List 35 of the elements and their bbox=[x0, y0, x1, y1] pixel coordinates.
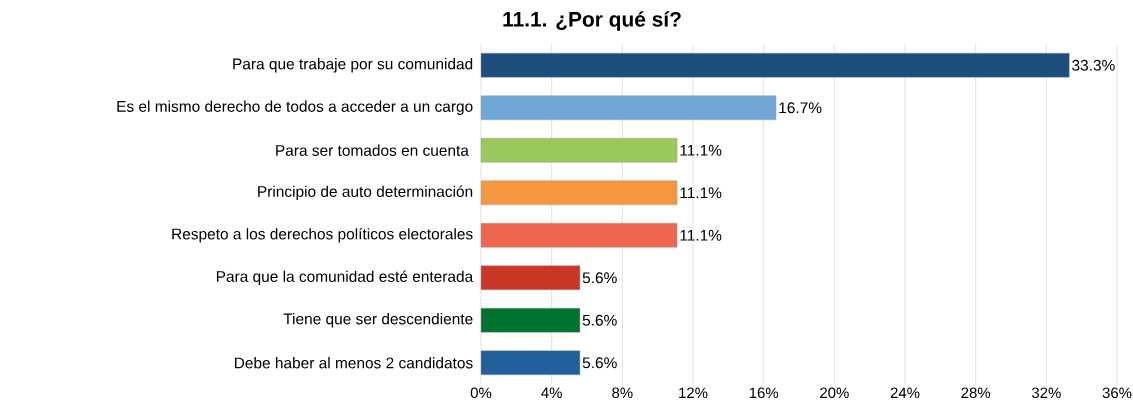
x-tick-label: 32% bbox=[1031, 387, 1061, 399]
y-tick-label: Respeto a los derechos políticos electorales bbox=[172, 227, 473, 243]
data-label: 11.1% bbox=[680, 229, 722, 241]
bar bbox=[480, 52, 1070, 78]
x-tick-label: 24% bbox=[890, 387, 920, 399]
y-tick-label: Para que trabaje por su comunidad bbox=[233, 58, 473, 73]
y-tick-label: Para ser tomados en cuenta bbox=[276, 144, 469, 156]
data-label: 5.6% bbox=[582, 357, 617, 369]
y-tick-label: Principio de auto determinación bbox=[258, 185, 473, 201]
data-label: 5.6% bbox=[582, 314, 617, 326]
chart-title: 11.1. ¿Por qué sí? bbox=[503, 11, 681, 31]
bar bbox=[480, 350, 581, 376]
x-tick-label: 36% bbox=[1102, 387, 1132, 399]
x-tick-label: 4% bbox=[541, 387, 562, 398]
x-tick-label: 12% bbox=[679, 387, 708, 399]
data-label: 5.6% bbox=[582, 272, 617, 284]
bar bbox=[480, 137, 678, 163]
data-label: 33.3% bbox=[1072, 59, 1115, 71]
x-tick-label: 16% bbox=[749, 387, 779, 399]
x-tick-label: 20% bbox=[820, 387, 849, 399]
x-tick-label: 8% bbox=[612, 387, 633, 399]
y-tick-label: Tiene que ser descendiente bbox=[283, 313, 473, 328]
data-label: 16.7% bbox=[779, 102, 822, 114]
data-label: 11.1% bbox=[680, 187, 722, 199]
bar bbox=[480, 307, 581, 333]
y-tick-label: Es el mismo derecho de todos a acceder a un cargo bbox=[117, 100, 473, 115]
bar bbox=[480, 265, 581, 291]
data-label: 11.1% bbox=[680, 144, 722, 156]
y-tick-label: Para que la comunidad esté enterada bbox=[216, 270, 474, 286]
y-tick-label: Debe haber al menos 2 candidatos bbox=[234, 357, 473, 369]
bar bbox=[480, 222, 678, 248]
bar bbox=[480, 180, 678, 206]
x-tick-label: 28% bbox=[961, 387, 991, 399]
bar bbox=[480, 95, 777, 121]
x-tick-label: 0% bbox=[470, 387, 492, 399]
